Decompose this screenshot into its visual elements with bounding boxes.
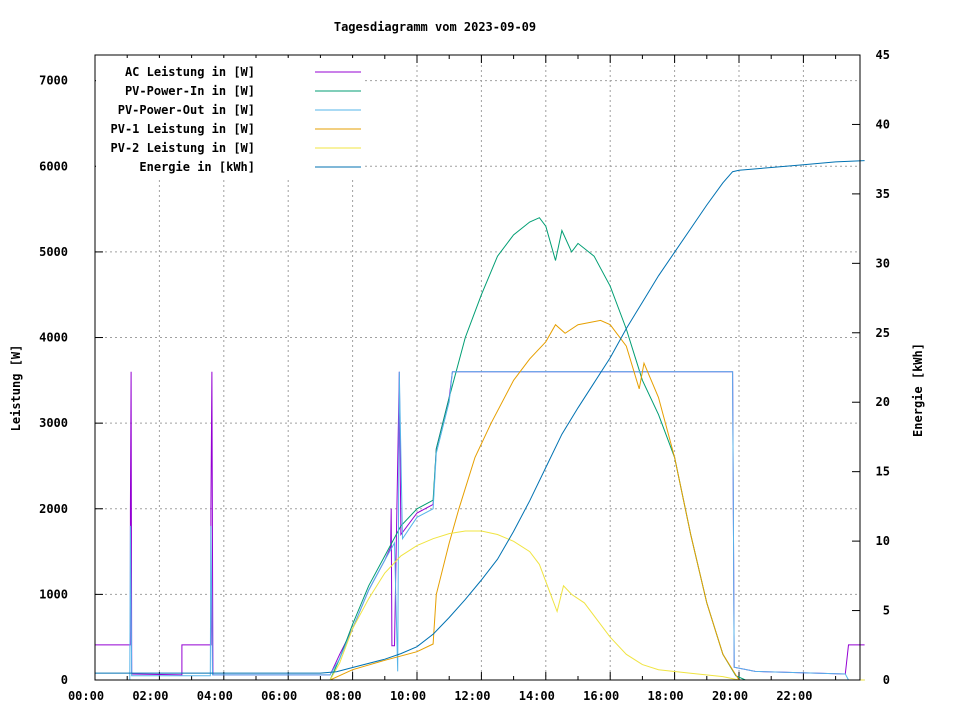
x-tick-label: 02:00 <box>132 689 168 703</box>
x-tick-label: 14:00 <box>519 689 555 703</box>
grid <box>95 55 860 680</box>
chart-title: Tagesdiagramm vom 2023-09-09 <box>334 20 536 34</box>
x-tick-label: 12:00 <box>454 689 490 703</box>
y2-tick-label: 20 <box>876 395 890 409</box>
series-lines <box>95 160 865 681</box>
legend-background <box>96 58 364 180</box>
plot-border <box>94 54 861 681</box>
y2-tick-label: 10 <box>876 534 890 548</box>
legend-label: PV-1 Leistung in [W] <box>111 122 256 136</box>
series-line-3 <box>95 371 865 681</box>
legend-label: PV-Power-In in [W] <box>125 84 255 98</box>
x-tick-label: 16:00 <box>583 689 619 703</box>
y2-tick-label: 25 <box>876 326 890 340</box>
y2-tick-label: 30 <box>876 256 890 270</box>
y-tick-label: 1000 <box>39 587 68 601</box>
x-tick-label: 18:00 <box>648 689 684 703</box>
x-tick-label: 10:00 <box>390 689 426 703</box>
legend-label: PV-Power-Out in [W] <box>118 103 255 117</box>
y-tick-label: 0 <box>61 673 68 687</box>
y2-tick-label: 0 <box>883 673 890 687</box>
x-tick-label: 22:00 <box>776 689 812 703</box>
legend: AC Leistung in [W] PV-Power-In in [W] PV-P… <box>111 65 361 174</box>
y-tick-label: 4000 <box>39 331 68 345</box>
x-tick-label: 00:00 <box>68 689 104 703</box>
y-tick-label: 5000 <box>39 245 68 259</box>
y2-tick-label: 5 <box>883 604 890 618</box>
y2-tick-label: 45 <box>876 48 890 62</box>
y2-tick-label: 40 <box>876 117 890 131</box>
series-line-4 <box>95 319 865 681</box>
x-tick-label: 06:00 <box>261 689 297 703</box>
x-tick-label: 08:00 <box>326 689 362 703</box>
y2-axis-label: Energie [kWh] <box>911 343 925 437</box>
y-tick-label: 2000 <box>39 502 68 516</box>
y-axis-label: Leistung [W] <box>9 345 23 432</box>
y-tick-label: 3000 <box>39 416 68 430</box>
ticks: 0 1000 2000 3000 4000 5000 6000 7000 0 5 10 15 20 25 3… <box>39 48 890 703</box>
series-line-5 <box>95 530 865 681</box>
legend-label: PV-2 Leistung in [W] <box>111 141 256 155</box>
legend-label: AC Leistung in [W] <box>125 65 255 79</box>
x-tick-label: 04:00 <box>197 689 233 703</box>
x-tick-label: 20:00 <box>712 689 748 703</box>
series-line-6 <box>95 160 865 674</box>
y2-tick-label: 35 <box>876 187 890 201</box>
y2-tick-label: 15 <box>876 465 890 479</box>
y-tick-label: 7000 <box>39 74 68 88</box>
legend-label: Energie in [kWh] <box>139 160 255 174</box>
y-tick-label: 6000 <box>39 159 68 173</box>
